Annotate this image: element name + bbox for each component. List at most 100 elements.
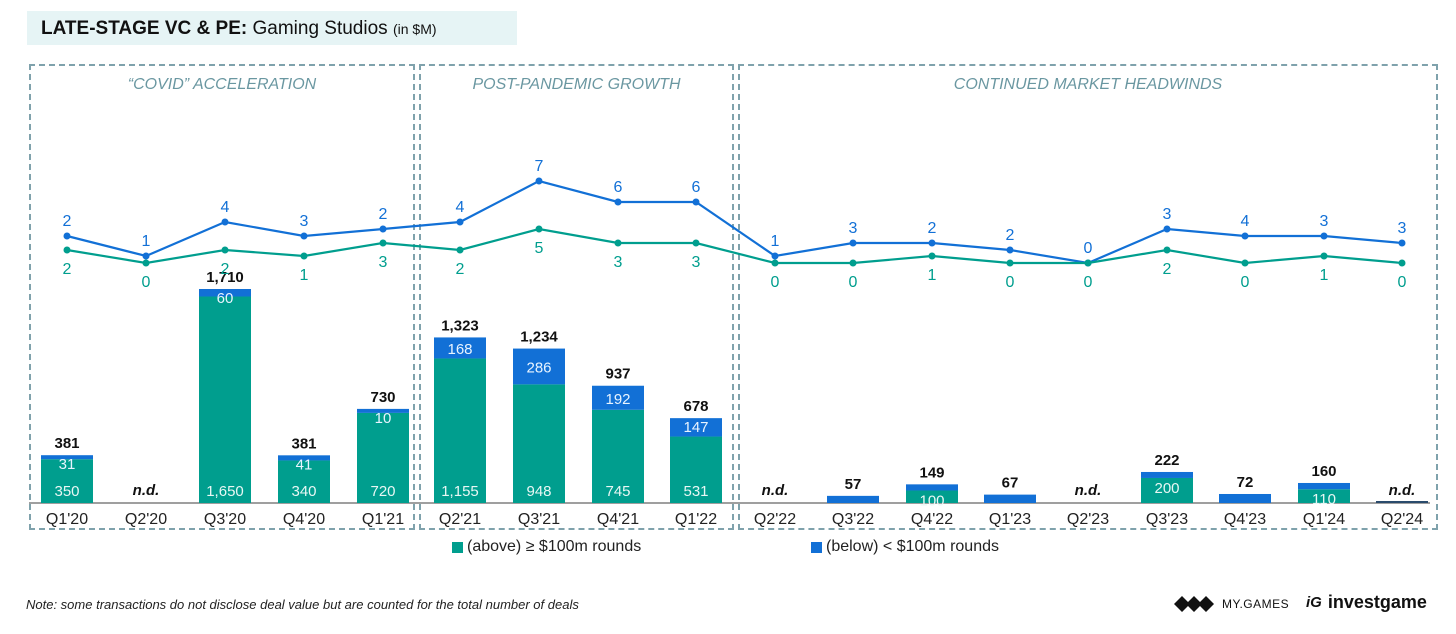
deals-above-line-point <box>221 246 229 254</box>
deals-above-line-label: 2 <box>456 261 465 278</box>
bar-above <box>434 358 486 503</box>
deals-below-line-point <box>1006 246 1014 254</box>
title-unit: (in $M) <box>392 21 437 37</box>
bar-above-label: 350 <box>54 483 79 500</box>
legend-item-below: (below) < $100m rounds <box>811 538 999 556</box>
deals-above-line-point <box>1398 259 1406 267</box>
legend-swatch-below <box>811 541 822 553</box>
deals-above-line-point <box>142 259 150 267</box>
deals-above-line-label: 0 <box>1241 274 1250 291</box>
bar-total-label: 381 <box>291 435 316 452</box>
bar-above <box>1141 477 1193 503</box>
bar-total-label: 937 <box>605 366 630 383</box>
deals-below-line-label: 4 <box>456 199 465 216</box>
bar-below <box>278 455 330 461</box>
deals-above-line-point <box>535 225 543 233</box>
deals-below-line-point <box>614 198 622 206</box>
deals-below-line <box>66 179 1403 265</box>
deals-below-line-label: 1 <box>142 233 151 250</box>
investgame-logo-icon: iG <box>1306 594 1322 611</box>
deals-above-line-point <box>379 239 387 247</box>
deals-above-line-point <box>1320 252 1328 260</box>
bar-above-label: 1,155 <box>441 483 479 500</box>
deals-above-line-point <box>1006 259 1014 267</box>
deals-below-line-point <box>221 218 229 226</box>
bar-above-label: 948 <box>526 483 551 500</box>
deals-below-line-label: 2 <box>1006 227 1015 244</box>
deals-below-line-label: 0 <box>1084 240 1093 257</box>
deals-below-line-label: 6 <box>692 179 701 196</box>
bar-above <box>41 459 93 503</box>
bar-below <box>984 494 1036 503</box>
nd-label: n.d. <box>1075 482 1102 499</box>
bar-above-label: 100 <box>919 492 944 509</box>
deals-below-line-point <box>928 239 936 247</box>
bar-below <box>513 348 565 385</box>
bar-below <box>357 408 409 413</box>
deals-below-line-label: 1 <box>771 233 780 250</box>
bar-total-label: 1,710 <box>206 269 244 286</box>
title-rest: Gaming Studios <box>252 18 388 39</box>
bar-below-label: 192 <box>605 391 630 408</box>
nd-label: n.d. <box>762 482 789 499</box>
mygames-logo: MY.GAMES <box>1174 592 1289 616</box>
bar-above <box>592 409 644 503</box>
bar-above-label: 200 <box>1154 480 1179 497</box>
deals-below-line-label: 6 <box>614 179 623 196</box>
legend-item-above: (above) ≥ $100m rounds <box>452 538 641 556</box>
deals-below-line-label: 7 <box>535 158 544 175</box>
deals-above-line-point <box>614 239 622 247</box>
bar-above <box>278 460 330 503</box>
nd-label: n.d. <box>1389 482 1416 499</box>
deals-below-line-point <box>1241 232 1249 240</box>
deals-above-line-point <box>928 252 936 260</box>
bar-below <box>1141 471 1193 478</box>
bar-below <box>1219 493 1271 503</box>
legend-label-above: (above) ≥ $100m rounds <box>467 538 642 555</box>
deals-above-line-label: 3 <box>692 254 701 271</box>
x-tick-label: Q3'23 <box>1146 511 1188 528</box>
bar-total-label: 67 <box>1002 475 1019 492</box>
bar-above <box>199 296 251 503</box>
deals-above-line <box>66 227 1403 265</box>
deals-above-line-label: 0 <box>1398 274 1407 291</box>
nd-label: n.d. <box>133 482 160 499</box>
deals-below-line-point <box>849 239 857 247</box>
bar-above-label: 110 <box>1312 491 1336 508</box>
deals-below-line-point <box>300 232 308 240</box>
mygames-logo-icon <box>1174 596 1214 612</box>
legend-label-below: (below) < $100m rounds <box>826 538 999 555</box>
deals-above-line-point <box>1163 246 1171 254</box>
deals-above-line-point <box>849 259 857 267</box>
deals-below-line-point <box>1398 239 1406 247</box>
deals-above-line-label: 0 <box>142 274 151 291</box>
bar-below-label: 286 <box>526 359 551 376</box>
deals-above-line-label: 1 <box>928 267 937 284</box>
x-tick-label: Q3'21 <box>518 511 560 528</box>
x-tick-label: Q1'20 <box>46 511 88 528</box>
deals-below-line-label: 4 <box>1241 213 1250 230</box>
bar-below <box>906 484 958 491</box>
deals-above-line-label: 0 <box>849 274 858 291</box>
investgame-logo: iG investgame <box>1306 592 1427 613</box>
bar-total-label: 72 <box>1237 474 1254 491</box>
panel-headwinds: CONTINUED MARKET HEADWINDS <box>738 64 1438 530</box>
footnote: Note: some transactions do not disclose … <box>26 597 579 612</box>
deals-above-line-label: 2 <box>221 261 230 278</box>
chart-title: LATE-STAGE VC & PE: Gaming Studios (in $… <box>41 18 437 40</box>
bar-total-label: 678 <box>683 398 708 415</box>
deals-below-line-label: 3 <box>300 213 309 230</box>
bar-total-label: 57 <box>845 476 862 493</box>
deals-above-line-point <box>1241 259 1249 267</box>
bar-below-label: 31 <box>59 456 76 473</box>
deals-below-line-point <box>456 218 464 226</box>
bar-below <box>670 418 722 437</box>
bar-above-label: 745 <box>605 483 630 500</box>
panel-label-headwinds: CONTINUED MARKET HEADWINDS <box>953 76 1223 93</box>
bar-total-label: 381 <box>54 435 79 452</box>
bar-above-label: 1,650 <box>206 483 244 500</box>
deals-above-line-label: 1 <box>1320 267 1329 284</box>
deals-below-line-point <box>1163 225 1171 233</box>
x-tick-label: Q1'21 <box>362 511 404 528</box>
x-tick-label: Q2'21 <box>439 511 481 528</box>
